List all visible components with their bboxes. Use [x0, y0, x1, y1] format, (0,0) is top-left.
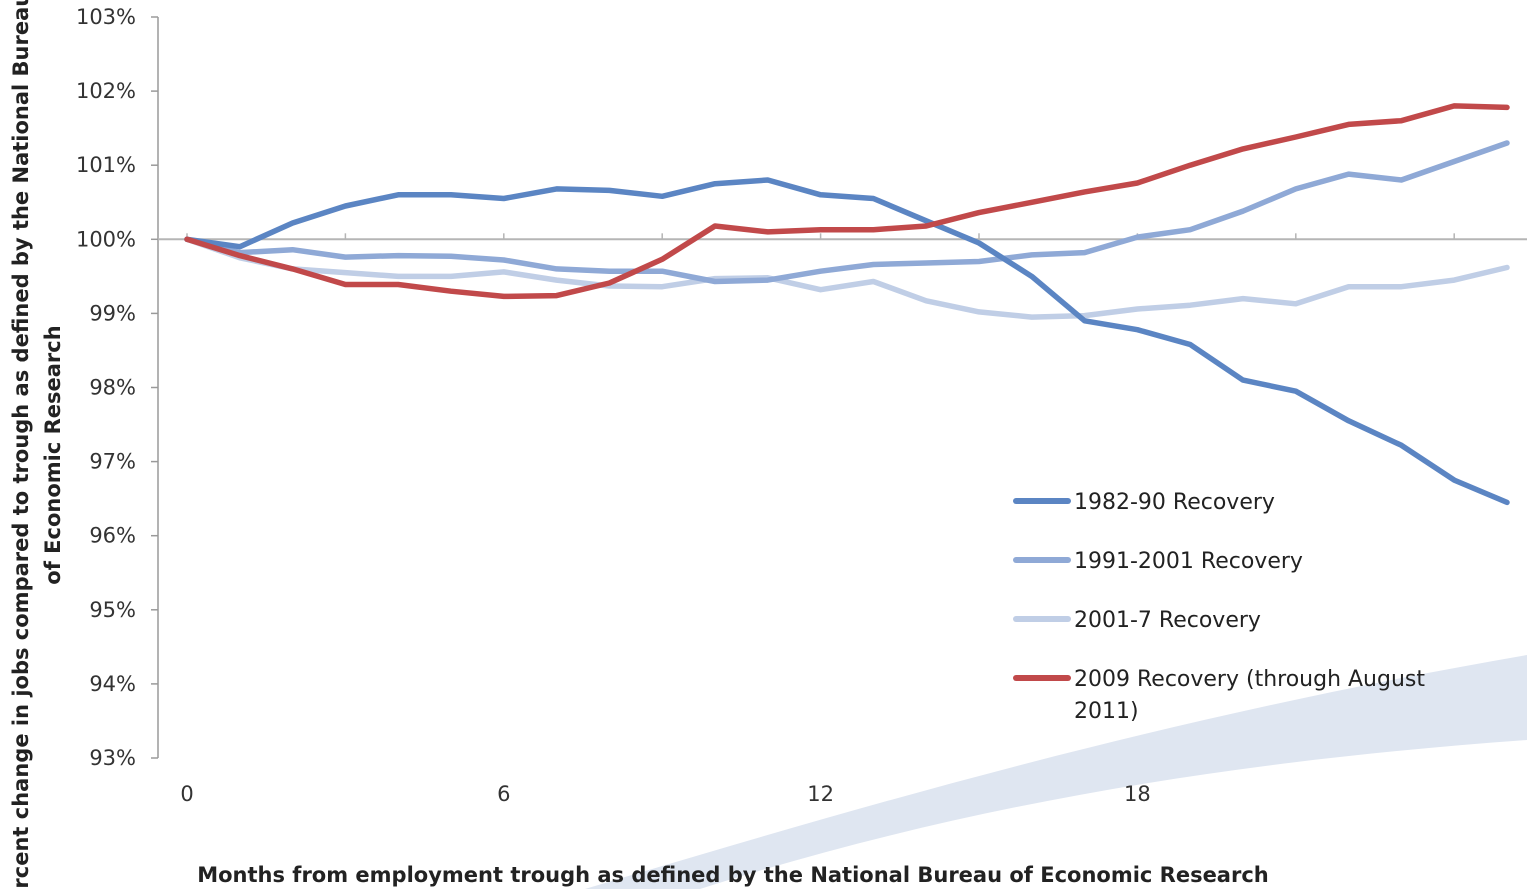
x-tick-label: 12: [807, 782, 834, 806]
y-tick-label: 96%: [89, 524, 136, 548]
y-tick-label: 94%: [89, 672, 136, 696]
x-tick-label: 18: [1124, 782, 1151, 806]
background-swoosh: [585, 655, 1527, 889]
legend-label: 1982-90 Recovery: [1074, 490, 1275, 515]
x-axis-tick-labels: 0 6 12 18: [180, 782, 1150, 806]
series-line-2: [184, 236, 1510, 320]
legend-label: 2001-7 Recovery: [1074, 608, 1261, 633]
series-line-1: [184, 140, 1510, 285]
y-tick-label: 97%: [89, 450, 136, 474]
y-tick-label: 95%: [89, 598, 136, 622]
y-tick-label: 98%: [89, 376, 136, 400]
legend-label: 2009 Recovery (through August 2011): [1074, 667, 1425, 724]
y-axis-title-line-1: Percent change in jobs compared to troug…: [9, 0, 33, 889]
series-line-3: [184, 103, 1510, 300]
y-axis-tick-labels: 103% 102% 101% 100% 99% 98% 97% 96% 95% 94% 93%: [76, 5, 158, 770]
legend: 1982-90 Recovery 1991-2001 Recovery 2001-7…: [1013, 490, 1425, 724]
series-line-0: [184, 177, 1510, 506]
y-tick-label: 93%: [89, 746, 136, 770]
series-lines: [184, 103, 1510, 506]
y-tick-label: 99%: [89, 301, 136, 325]
x-tick-label: 0: [180, 782, 193, 806]
y-axis-title-line-2: of Economic Research: [41, 325, 65, 584]
y-tick-label: 100%: [76, 227, 136, 251]
x-axis-title: Months from employment trough as defined…: [197, 863, 1269, 887]
y-tick-label: 103%: [76, 5, 136, 29]
legend-label: 1991-2001 Recovery: [1074, 549, 1303, 574]
x-tick-label: 6: [497, 782, 510, 806]
y-tick-label: 101%: [76, 153, 136, 177]
y-tick-label: 102%: [76, 79, 136, 103]
